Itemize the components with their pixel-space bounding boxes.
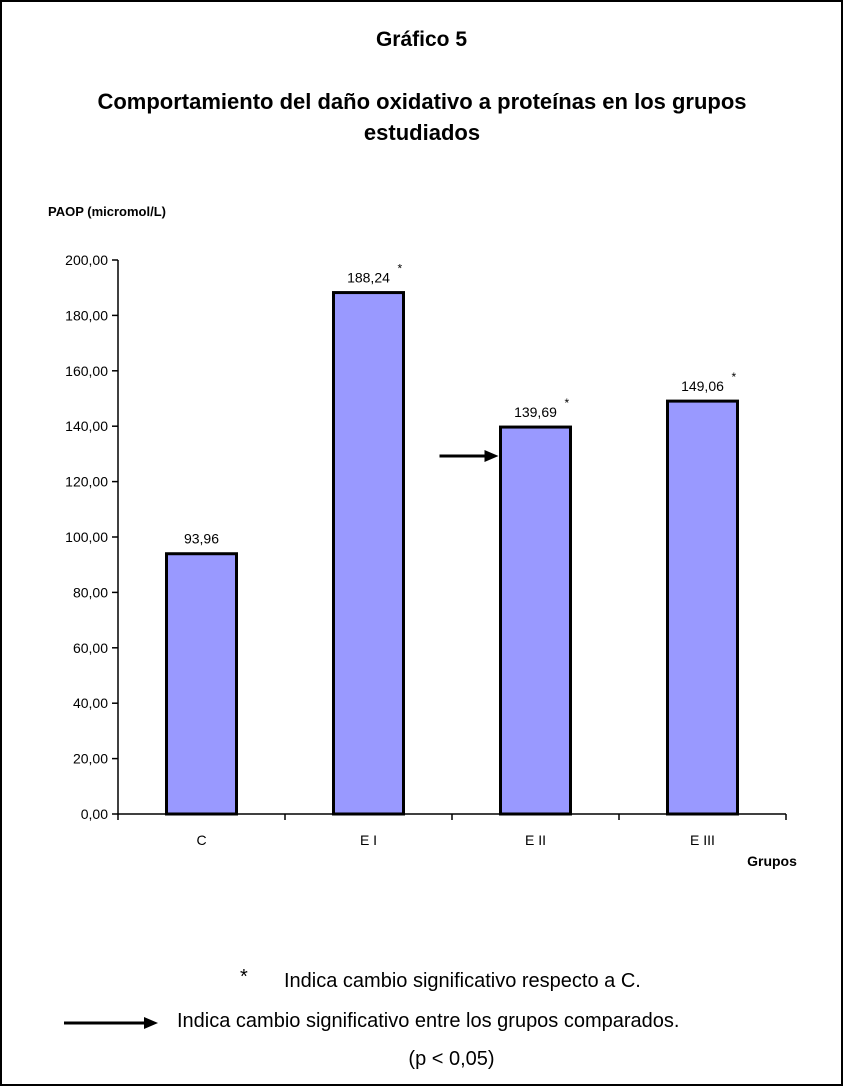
significance-marker: * (398, 262, 403, 276)
y-tick-label: 20,00 (73, 751, 108, 767)
y-tick-label: 0,00 (81, 806, 108, 822)
axes: 0,00 20,00 40,00 60,00 80,00 100,00 120,00 140,… (65, 252, 787, 822)
x-axis-label: Grupos (747, 853, 797, 869)
legend-arrow-icon (64, 1017, 158, 1029)
y-tick-label: 100,00 (65, 529, 108, 545)
x-tick-label: E III (690, 832, 715, 848)
y-tick-label: 140,00 (65, 418, 108, 434)
x-tick-label: C (196, 832, 206, 848)
bar (332, 291, 405, 816)
legend-star-text: Indica cambio significativo respecto a C… (284, 970, 641, 992)
chart-title: Gráfico 5 (375, 28, 468, 51)
data-label: 139,69 (514, 404, 557, 420)
y-axis-label: PAOP (micromol/L) (48, 204, 166, 219)
y-tick-label: 80,00 (73, 584, 108, 600)
y-tick-label: 160,00 (65, 363, 108, 379)
comparison-arrow-head (484, 450, 499, 462)
bar-chart: PAOP (micromol/L) Grupos 0,00 20,00 40,00 6… (48, 204, 797, 869)
bars-group (165, 291, 739, 816)
data-label: 149,06 (681, 378, 724, 394)
data-label: 188,24 (347, 270, 390, 286)
y-tick-label: 200,00 (65, 252, 108, 268)
bar (165, 552, 238, 816)
data-label: 93,96 (184, 531, 219, 547)
significance-marker: * (732, 370, 737, 384)
y-tick-label: 180,00 (65, 307, 108, 323)
significance-marker: * (565, 396, 570, 410)
x-tick-label: E II (525, 832, 546, 848)
legend-star-symbol: * (240, 966, 248, 988)
bar (666, 399, 739, 816)
data-labels-group: C 93,96 E I 188,24 * E II 139,69 * E III 149,06 * (184, 262, 737, 848)
x-tick-label: E I (360, 832, 377, 848)
y-tick-label: 60,00 (73, 640, 108, 656)
comparison-arrow-group (439, 450, 499, 462)
legend-p-value: (p < 0,05) (408, 1048, 495, 1070)
y-tick-label: 40,00 (73, 695, 108, 711)
chart-subtitle: Comportamiento del daño oxidativo a prot… (97, 89, 747, 145)
y-tick-label: 120,00 (65, 474, 108, 490)
bar (499, 425, 572, 816)
legend-arrow-text: Indica cambio significativo entre los gr… (177, 1010, 680, 1032)
